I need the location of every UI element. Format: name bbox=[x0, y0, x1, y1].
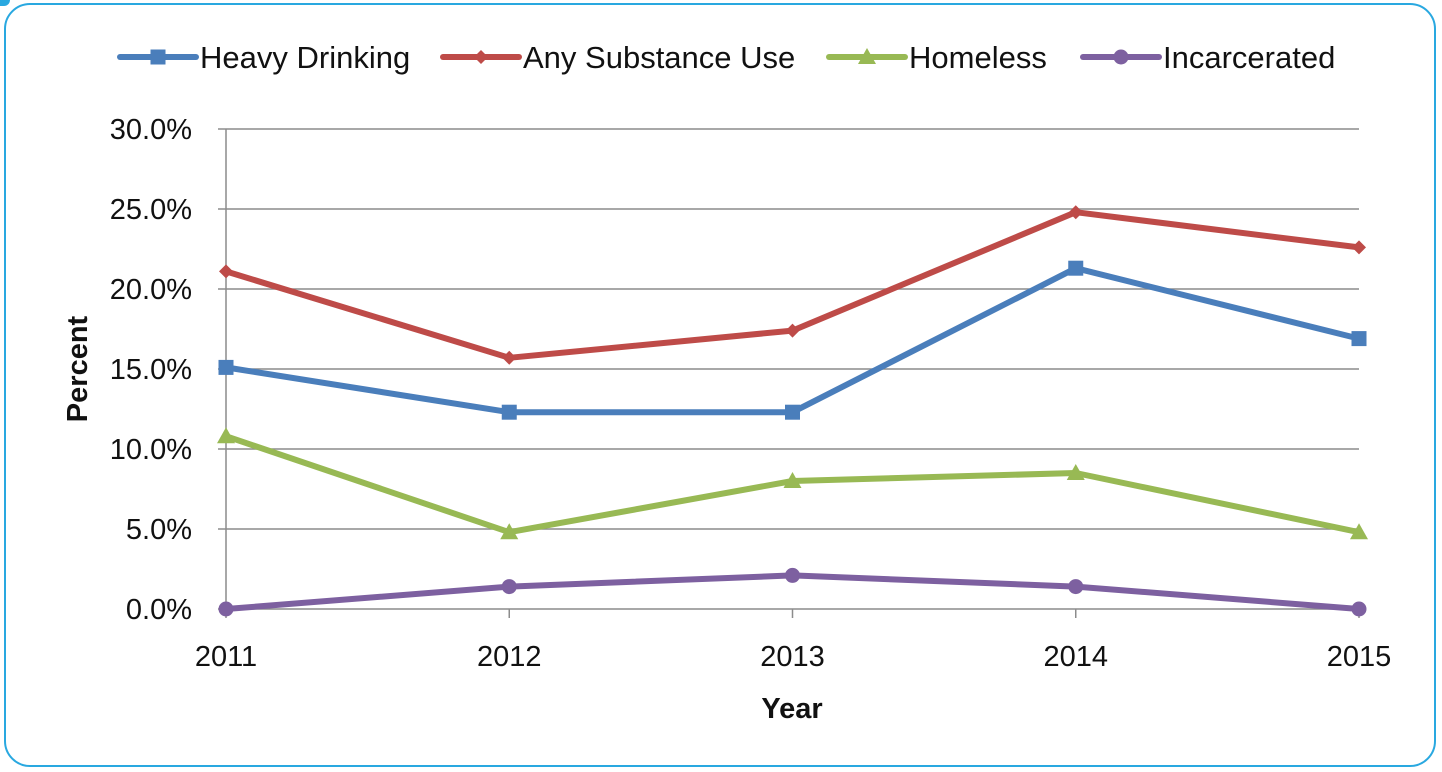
y-axis-ticks: 0.0% 5.0% 10.0% 15.0% 20.0% 25.0% 30.0% bbox=[110, 114, 226, 626]
legend-swatch-marker bbox=[1113, 49, 1129, 65]
y-tick-label: 15.0% bbox=[110, 354, 192, 386]
legend-item-any-substance-use: Any Substance Use bbox=[440, 40, 795, 75]
series-any-substance-use bbox=[219, 205, 1366, 365]
y-tick-label: 20.0% bbox=[110, 274, 192, 306]
data-point-heavy-drinking bbox=[501, 404, 517, 420]
data-point-homeless bbox=[217, 427, 235, 444]
x-axis-ticks: 2011 2012 2013 2014 2015 bbox=[195, 609, 1391, 673]
data-point-homeless bbox=[783, 472, 802, 488]
series-layer bbox=[217, 205, 1368, 617]
x-tick-label: 2014 bbox=[1043, 641, 1108, 673]
data-point-heavy-drinking bbox=[785, 404, 800, 420]
y-tick-label: 10.0% bbox=[110, 434, 192, 466]
y-axis-title: Percent bbox=[62, 315, 94, 422]
series-homeless bbox=[217, 427, 1368, 540]
data-point-any-substance-use bbox=[785, 323, 800, 338]
y-tick-label: 5.0% bbox=[126, 514, 192, 546]
x-tick-label: 2013 bbox=[760, 641, 825, 673]
legend: Heavy Drinking Any Substance Use Homeless I… bbox=[117, 40, 1335, 75]
chart-frame bbox=[4, 3, 1436, 767]
x-tick-label: 2012 bbox=[477, 641, 542, 673]
series-line-heavy-drinking bbox=[223, 265, 1362, 416]
data-point-incarcerated bbox=[501, 579, 517, 595]
data-point-incarcerated bbox=[1351, 601, 1367, 617]
data-point-incarcerated bbox=[218, 601, 234, 617]
x-tick-label: 2011 bbox=[195, 641, 257, 673]
legend-label: Homeless bbox=[909, 40, 1047, 75]
data-point-incarcerated bbox=[785, 567, 800, 583]
legend-label: Any Substance Use bbox=[523, 40, 795, 75]
series-heavy-drinking bbox=[218, 260, 1367, 420]
x-tick-label: 2015 bbox=[1327, 641, 1392, 673]
corner-mark bbox=[0, 0, 10, 6]
x-axis-title: Year bbox=[761, 693, 822, 725]
legend-label: Incarcerated bbox=[1163, 40, 1335, 75]
legend-swatch-marker bbox=[858, 48, 876, 64]
data-point-homeless bbox=[1350, 523, 1368, 540]
legend-label: Heavy Drinking bbox=[200, 40, 410, 75]
data-point-any-substance-use bbox=[502, 350, 517, 365]
data-point-incarcerated bbox=[1068, 579, 1084, 595]
data-point-heavy-drinking bbox=[1351, 331, 1367, 347]
data-point-heavy-drinking bbox=[218, 359, 234, 375]
data-point-homeless bbox=[1066, 464, 1085, 480]
series-incarcerated bbox=[218, 567, 1367, 617]
legend-item-heavy-drinking: Heavy Drinking bbox=[117, 40, 410, 75]
data-point-any-substance-use bbox=[219, 264, 233, 279]
data-point-any-substance-use bbox=[1352, 240, 1366, 255]
data-point-homeless bbox=[500, 523, 519, 540]
legend-swatch-marker bbox=[474, 50, 488, 64]
y-tick-label: 0.0% bbox=[126, 594, 192, 626]
legend-item-incarcerated: Incarcerated bbox=[1080, 40, 1335, 75]
legend-swatch-marker bbox=[150, 49, 166, 65]
data-point-heavy-drinking bbox=[1068, 260, 1084, 276]
y-tick-label: 30.0% bbox=[110, 114, 192, 146]
data-point-any-substance-use bbox=[1068, 205, 1083, 220]
y-tick-label: 25.0% bbox=[110, 194, 192, 226]
legend-item-homeless: Homeless bbox=[826, 40, 1047, 75]
